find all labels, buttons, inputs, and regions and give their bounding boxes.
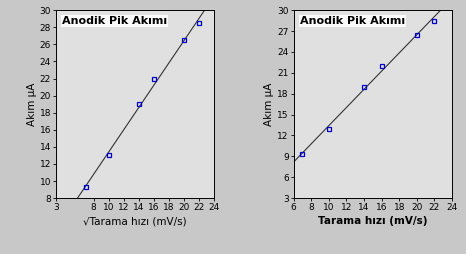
- Y-axis label: Akım μA: Akım μA: [27, 83, 37, 126]
- X-axis label: √Tarama hızı (mV/s): √Tarama hızı (mV/s): [83, 216, 187, 226]
- Text: Anodik Pik Akımı: Anodik Pik Akımı: [300, 16, 405, 26]
- X-axis label: Tarama hızı (mV/s): Tarama hızı (mV/s): [318, 216, 427, 226]
- Y-axis label: Akım μA: Akım μA: [264, 83, 274, 126]
- Text: Anodik Pik Akımı: Anodik Pik Akımı: [62, 16, 167, 26]
